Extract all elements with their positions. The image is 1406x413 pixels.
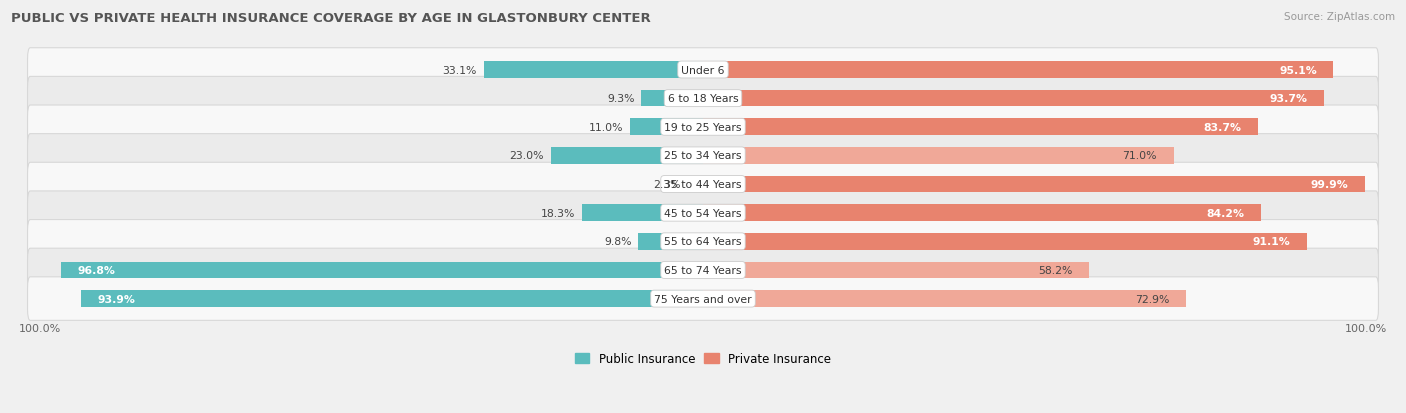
- Bar: [484, 62, 703, 78]
- Text: PUBLIC VS PRIVATE HEALTH INSURANCE COVERAGE BY AGE IN GLASTONBURY CENTER: PUBLIC VS PRIVATE HEALTH INSURANCE COVER…: [11, 12, 651, 25]
- Legend: Public Insurance, Private Insurance: Public Insurance, Private Insurance: [571, 348, 835, 370]
- Text: 19 to 25 Years: 19 to 25 Years: [664, 123, 742, 133]
- Bar: [688, 176, 703, 193]
- FancyBboxPatch shape: [28, 220, 1378, 263]
- Text: 33.1%: 33.1%: [443, 65, 477, 75]
- Text: 93.7%: 93.7%: [1270, 94, 1308, 104]
- Text: 83.7%: 83.7%: [1204, 123, 1241, 133]
- Bar: [703, 148, 1174, 164]
- Text: 99.9%: 99.9%: [1310, 180, 1348, 190]
- Text: 18.3%: 18.3%: [541, 208, 575, 218]
- Bar: [638, 233, 703, 250]
- Bar: [703, 262, 1088, 279]
- Bar: [703, 233, 1306, 250]
- Text: 45 to 54 Years: 45 to 54 Years: [664, 208, 742, 218]
- FancyBboxPatch shape: [28, 163, 1378, 206]
- Text: 25 to 34 Years: 25 to 34 Years: [664, 151, 742, 161]
- FancyBboxPatch shape: [28, 192, 1378, 235]
- Text: 58.2%: 58.2%: [1038, 265, 1073, 275]
- Bar: [703, 291, 1187, 307]
- Bar: [703, 90, 1324, 107]
- Text: 96.8%: 96.8%: [77, 265, 115, 275]
- Text: 35 to 44 Years: 35 to 44 Years: [664, 180, 742, 190]
- Bar: [641, 90, 703, 107]
- Bar: [80, 291, 703, 307]
- Bar: [62, 262, 703, 279]
- Text: 11.0%: 11.0%: [589, 123, 623, 133]
- Text: 95.1%: 95.1%: [1279, 65, 1317, 75]
- Bar: [703, 119, 1258, 136]
- Bar: [703, 62, 1333, 78]
- Text: 75 Years and over: 75 Years and over: [654, 294, 752, 304]
- Text: 91.1%: 91.1%: [1253, 237, 1291, 247]
- FancyBboxPatch shape: [28, 134, 1378, 178]
- Text: 65 to 74 Years: 65 to 74 Years: [664, 265, 742, 275]
- Bar: [582, 205, 703, 221]
- Text: Source: ZipAtlas.com: Source: ZipAtlas.com: [1284, 12, 1395, 22]
- FancyBboxPatch shape: [28, 106, 1378, 149]
- Text: 23.0%: 23.0%: [509, 151, 544, 161]
- Text: 6 to 18 Years: 6 to 18 Years: [668, 94, 738, 104]
- FancyBboxPatch shape: [28, 277, 1378, 320]
- Text: Under 6: Under 6: [682, 65, 724, 75]
- Text: 72.9%: 72.9%: [1135, 294, 1170, 304]
- Text: 71.0%: 71.0%: [1122, 151, 1157, 161]
- Bar: [551, 148, 703, 164]
- FancyBboxPatch shape: [28, 49, 1378, 92]
- Text: 9.8%: 9.8%: [605, 237, 631, 247]
- Text: 55 to 64 Years: 55 to 64 Years: [664, 237, 742, 247]
- FancyBboxPatch shape: [28, 249, 1378, 292]
- Bar: [703, 176, 1365, 193]
- Text: 9.3%: 9.3%: [607, 94, 634, 104]
- Text: 2.3%: 2.3%: [654, 180, 681, 190]
- Bar: [630, 119, 703, 136]
- Text: 93.9%: 93.9%: [97, 294, 135, 304]
- Text: 84.2%: 84.2%: [1206, 208, 1244, 218]
- Bar: [703, 205, 1261, 221]
- FancyBboxPatch shape: [28, 77, 1378, 121]
